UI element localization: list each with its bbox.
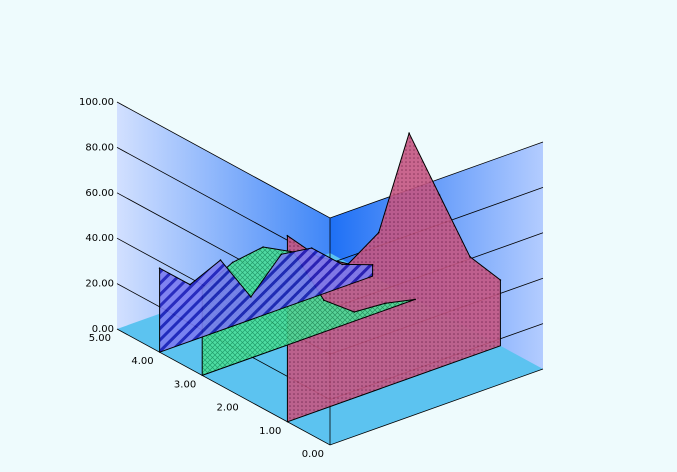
series-2-area [201, 246, 416, 377]
depth-tick-label: 5.00 [89, 333, 111, 344]
series-1-point [219, 259, 222, 261]
depth-tick-label: 4.00 [131, 356, 153, 367]
series-1-point [250, 296, 252, 298]
y-tick-label: 0.00 [92, 324, 114, 335]
series-3-point [469, 255, 471, 258]
series-2-point [414, 298, 417, 301]
series-3-point [286, 234, 289, 237]
depth-tick-label: 3.00 [174, 379, 196, 390]
series-3-point [377, 231, 380, 234]
series-2-point [384, 302, 386, 305]
series-1-point [371, 264, 374, 266]
series-3-point [408, 132, 410, 134]
y-tick-label: 20.00 [85, 279, 114, 290]
series-1-point [158, 267, 161, 270]
y-tick-label: 60.00 [85, 188, 114, 199]
depth-tick-label: 2.00 [217, 403, 239, 414]
depth-tick-label: 0.00 [302, 449, 324, 460]
series-2-point [262, 246, 264, 248]
series-3-point [438, 194, 441, 196]
series-1-point [341, 263, 344, 266]
series-2-point [323, 299, 325, 302]
series-1-point [189, 283, 191, 286]
series-3-point [499, 279, 502, 281]
y-tick-label: 40.00 [85, 233, 114, 244]
series-2-point [353, 311, 356, 313]
series-2-point [231, 261, 234, 264]
y-tick-label: 80.00 [85, 142, 114, 153]
series-1-point [280, 253, 283, 256]
series-1-point [310, 247, 313, 249]
depth-tick-label: 1.00 [259, 426, 281, 437]
y-tick-label: 100.00 [79, 97, 114, 108]
